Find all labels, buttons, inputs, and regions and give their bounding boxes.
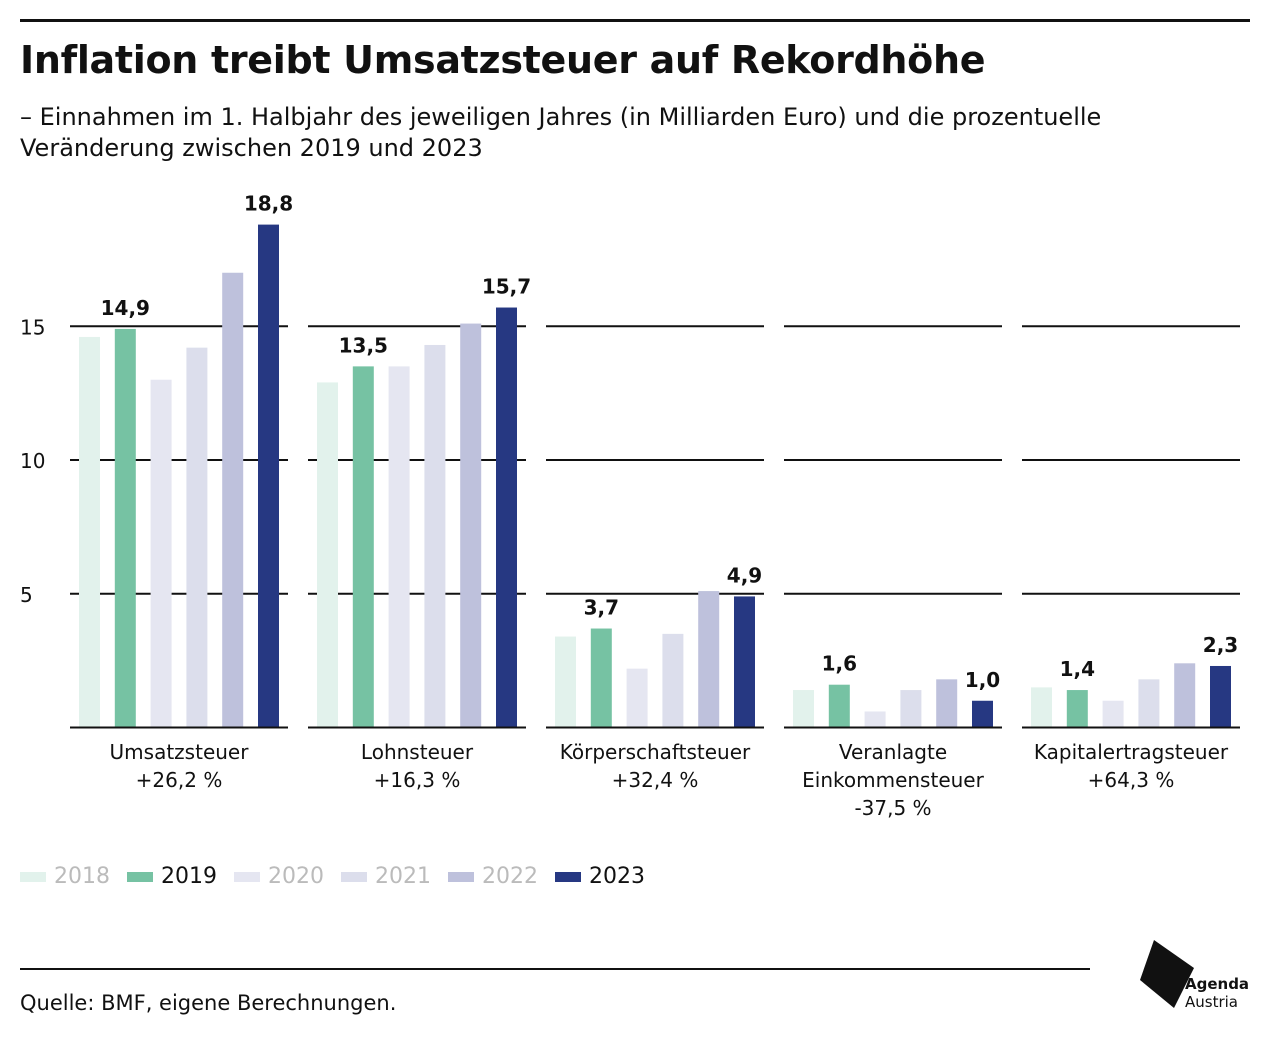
bar-2021 bbox=[424, 344, 446, 728]
bar-2018 bbox=[793, 690, 814, 728]
bar-2022 bbox=[1174, 663, 1196, 728]
data-label: 14,9 bbox=[101, 296, 150, 320]
legend-swatch bbox=[234, 871, 260, 882]
data-label: 1,0 bbox=[965, 668, 1000, 692]
top-rule bbox=[20, 19, 1250, 22]
bar-2019 bbox=[828, 684, 850, 728]
legend-swatch bbox=[127, 871, 153, 882]
bar-2022 bbox=[222, 272, 244, 728]
category-label: Veranlagte bbox=[839, 740, 947, 764]
bar-2020 bbox=[388, 366, 410, 728]
bottom-rule bbox=[20, 968, 1090, 970]
legend-label: 2023 bbox=[589, 864, 645, 889]
logo-text-austria: Austria bbox=[1185, 993, 1238, 1011]
legend-item-2019: 2019 bbox=[127, 864, 217, 889]
category-change-label: +32,4 % bbox=[612, 768, 699, 792]
category-label: Lohnsteuer bbox=[361, 740, 474, 764]
bar-2019 bbox=[114, 328, 136, 728]
legend-label: 2021 bbox=[375, 864, 431, 889]
legend-label: 2022 bbox=[482, 864, 538, 889]
bar-2018 bbox=[555, 636, 576, 728]
bar-chart: 5 10 15 14,9 18,8 Umsatzsteuer +26,2 % 13,5 15,7… bbox=[20, 192, 1240, 820]
data-label: 15,7 bbox=[482, 275, 531, 299]
bar-2023 bbox=[1210, 665, 1231, 728]
category-label: Kapitalertragsteuer bbox=[1034, 740, 1229, 764]
bar-2022 bbox=[698, 591, 720, 728]
data-label: 1,6 bbox=[822, 652, 857, 676]
legend-swatch bbox=[448, 871, 474, 882]
category-label: Umsatzsteuer bbox=[110, 740, 250, 764]
chart-title: Inflation treibt Umsatzsteuer auf Rekord… bbox=[20, 38, 986, 82]
y-tick-label: 15 bbox=[20, 315, 45, 339]
bar-2022 bbox=[460, 323, 482, 728]
category-change-label: +64,3 % bbox=[1088, 768, 1175, 792]
bar-2020 bbox=[150, 379, 172, 728]
data-label: 1,4 bbox=[1060, 657, 1095, 681]
data-label: 13,5 bbox=[339, 333, 388, 357]
bar-2018 bbox=[79, 336, 100, 728]
legend-label: 2019 bbox=[161, 864, 217, 889]
logo-mark-icon bbox=[1140, 940, 1194, 1008]
category-label: Körperschaftsteuer bbox=[560, 740, 751, 764]
bar-2023 bbox=[972, 700, 993, 728]
legend-item-2021: 2021 bbox=[341, 864, 431, 889]
data-label: 4,9 bbox=[727, 563, 762, 587]
bar-2018 bbox=[317, 382, 338, 728]
data-label: 18,8 bbox=[244, 192, 293, 216]
data-label: 2,3 bbox=[1203, 633, 1238, 657]
chart-subtitle: – Einnahmen im 1. Halbjahr des jeweilige… bbox=[20, 103, 1102, 162]
legend-item-2018: 2018 bbox=[20, 864, 110, 889]
bar-2021 bbox=[900, 690, 922, 728]
source-note: Quelle: BMF, eigene Berechnungen. bbox=[20, 991, 397, 1015]
bar-2020 bbox=[864, 711, 886, 728]
legend: 2018 2019 2020 2021 2022 2023 bbox=[20, 864, 662, 889]
y-tick-label: 5 bbox=[20, 583, 33, 607]
bar-2021 bbox=[186, 347, 208, 728]
bar-2019 bbox=[352, 366, 374, 728]
legend-swatch bbox=[341, 871, 367, 882]
bar-2023 bbox=[496, 307, 517, 728]
legend-label: 2018 bbox=[54, 864, 110, 889]
legend-label: 2020 bbox=[268, 864, 324, 889]
bar-2021 bbox=[1138, 679, 1160, 728]
bar-2020 bbox=[1102, 700, 1124, 728]
category-change-label: -37,5 % bbox=[854, 796, 931, 820]
bar-2021 bbox=[662, 633, 684, 728]
legend-item-2022: 2022 bbox=[448, 864, 538, 889]
category-label: Einkommensteuer bbox=[802, 768, 984, 792]
bar-2018 bbox=[1031, 687, 1052, 728]
legend-item-2020: 2020 bbox=[234, 864, 324, 889]
data-label: 3,7 bbox=[584, 596, 619, 620]
bar-2019 bbox=[590, 628, 612, 728]
agenda-austria-logo: Agenda Austria bbox=[1138, 940, 1258, 1020]
legend-swatch bbox=[555, 871, 581, 882]
bar-2023 bbox=[734, 596, 755, 728]
category-change-label: +26,2 % bbox=[136, 768, 223, 792]
category-change-label: +16,3 % bbox=[374, 768, 461, 792]
bar-2019 bbox=[1066, 690, 1088, 728]
bar-2020 bbox=[626, 668, 648, 728]
bar-2023 bbox=[258, 224, 279, 728]
legend-item-2023: 2023 bbox=[555, 864, 645, 889]
legend-swatch bbox=[20, 871, 46, 882]
y-tick-label: 10 bbox=[20, 449, 45, 473]
bar-2022 bbox=[936, 679, 958, 728]
logo-text-agenda: Agenda bbox=[1185, 975, 1250, 993]
